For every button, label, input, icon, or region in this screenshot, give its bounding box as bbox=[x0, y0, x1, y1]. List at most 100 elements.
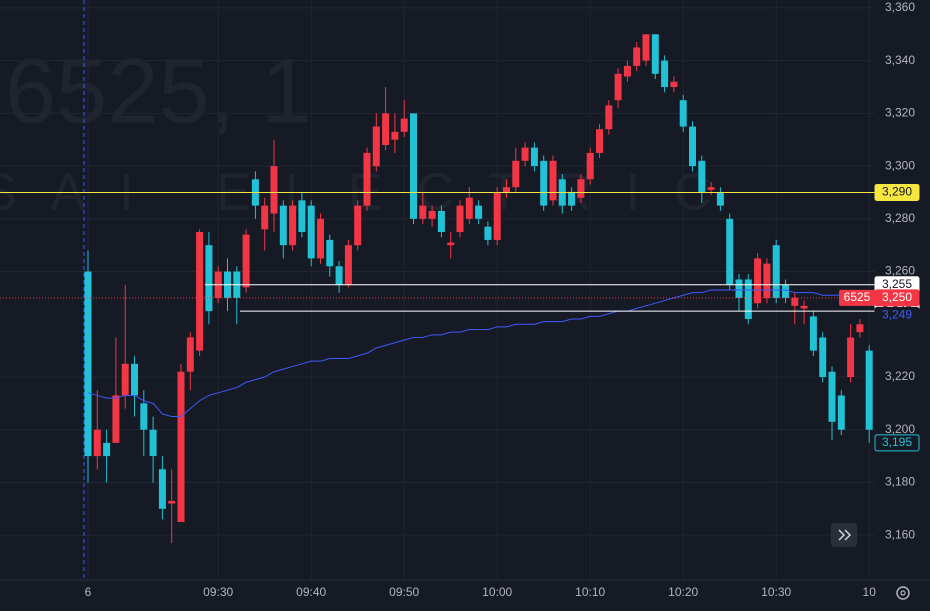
y-tick-label: 3,340 bbox=[885, 53, 915, 67]
x-tick-label: 10:20 bbox=[668, 585, 698, 599]
last-price-label-bg bbox=[874, 434, 920, 452]
candle-body bbox=[577, 179, 585, 198]
candle-body bbox=[651, 34, 659, 74]
candle-body bbox=[419, 205, 427, 219]
candle-body bbox=[307, 205, 315, 259]
candle-body bbox=[679, 100, 687, 127]
candle-body bbox=[84, 271, 92, 457]
candle-body bbox=[186, 337, 194, 372]
candle-body bbox=[354, 205, 362, 246]
price-line-label: 3,255 bbox=[882, 277, 912, 291]
gear-center bbox=[900, 590, 906, 596]
candle-body bbox=[437, 210, 445, 232]
candle-body bbox=[279, 205, 287, 246]
y-tick-label: 3,280 bbox=[885, 211, 915, 225]
candle-body bbox=[317, 218, 324, 259]
candle-body bbox=[800, 305, 808, 309]
last-price-label: 3,195 bbox=[882, 435, 912, 449]
symbol-label-bg bbox=[839, 289, 875, 306]
candle-body bbox=[363, 152, 371, 206]
candle-body bbox=[475, 205, 483, 219]
candle-body bbox=[568, 192, 576, 206]
y-tick-label: 3,160 bbox=[885, 527, 915, 541]
candle-body bbox=[586, 152, 594, 180]
candle-body bbox=[744, 279, 752, 319]
y-tick-label: 3,360 bbox=[885, 0, 915, 14]
candle-body bbox=[828, 371, 836, 422]
candle-body bbox=[856, 324, 864, 333]
candle-body bbox=[837, 395, 845, 430]
candle-body bbox=[809, 316, 817, 351]
candle-body bbox=[763, 263, 771, 298]
y-tick-label: 3,220 bbox=[885, 369, 915, 383]
candle-body bbox=[410, 113, 417, 219]
candle-body bbox=[289, 205, 297, 246]
candle-body bbox=[140, 403, 148, 430]
x-tick-label: 10:00 bbox=[482, 585, 512, 599]
candle-body bbox=[261, 205, 269, 230]
candle-body bbox=[503, 187, 510, 193]
candle-body bbox=[707, 187, 715, 190]
candle-body bbox=[103, 442, 111, 457]
candle-body bbox=[400, 118, 408, 132]
candle-body bbox=[540, 160, 548, 206]
candle-body bbox=[177, 371, 185, 522]
candle-body bbox=[596, 129, 603, 153]
y-tick-label: 3,200 bbox=[885, 422, 915, 436]
current-price-label: 3,250 bbox=[882, 290, 912, 304]
candle-body bbox=[465, 197, 473, 219]
candle-body bbox=[735, 279, 743, 298]
y-tick-label: 3,180 bbox=[885, 475, 915, 489]
x-tick-label: 09:30 bbox=[203, 585, 233, 599]
vwap-label-bg bbox=[874, 307, 920, 325]
x-tick-label: 6 bbox=[85, 585, 92, 599]
current-price-label-bg bbox=[874, 289, 920, 307]
candle-body bbox=[428, 210, 436, 219]
candle-body bbox=[847, 337, 855, 377]
candle-body bbox=[549, 160, 557, 201]
candle-body bbox=[456, 205, 464, 232]
y-tick-label: 3,320 bbox=[885, 106, 915, 120]
scroll-button[interactable] bbox=[831, 523, 857, 547]
x-tick-label: 10:30 bbox=[761, 585, 791, 599]
axis: 3,360 3,340 3,320 3,300 3,280 3,260 3,220 3,200… bbox=[85, 0, 920, 599]
candle-body bbox=[865, 350, 873, 430]
candle-body bbox=[298, 200, 306, 232]
candle-body bbox=[93, 429, 101, 457]
candle-body bbox=[391, 131, 399, 140]
x-tick-label: 10 bbox=[863, 585, 877, 599]
candle-body bbox=[512, 160, 520, 188]
settings-button[interactable] bbox=[896, 586, 910, 600]
plot bbox=[0, 34, 875, 544]
candle-body bbox=[623, 65, 631, 77]
candle-body bbox=[158, 469, 166, 509]
y-tick-label: 3,300 bbox=[885, 158, 915, 172]
watermark: 6525, 1 bbox=[5, 40, 312, 142]
candle-body bbox=[344, 245, 352, 285]
price-line-label: 3,290 bbox=[882, 185, 912, 199]
x-tick-label: 09:40 bbox=[296, 585, 326, 599]
candle-body bbox=[270, 166, 278, 214]
y-tick-label: 3,260 bbox=[885, 264, 915, 278]
candle-body bbox=[521, 147, 529, 161]
candle-body bbox=[726, 218, 734, 285]
candle-body bbox=[530, 147, 538, 167]
candle-body bbox=[754, 258, 762, 304]
candle-body bbox=[335, 266, 343, 285]
candle-body bbox=[493, 192, 501, 240]
candle-body bbox=[782, 284, 789, 298]
x-tick-label: 09:50 bbox=[389, 585, 419, 599]
gear-icon[interactable] bbox=[896, 586, 910, 600]
candle-body bbox=[196, 232, 204, 351]
candle-body bbox=[242, 234, 250, 288]
candle-body bbox=[447, 242, 455, 246]
candle-body bbox=[642, 34, 650, 61]
candle-body bbox=[819, 337, 827, 377]
vwap-label: 3,249 bbox=[882, 308, 912, 322]
candle-body bbox=[772, 245, 780, 298]
candle-body bbox=[716, 192, 724, 206]
candle-body bbox=[698, 160, 706, 193]
candle-body bbox=[791, 297, 799, 306]
candle-body bbox=[149, 429, 157, 457]
